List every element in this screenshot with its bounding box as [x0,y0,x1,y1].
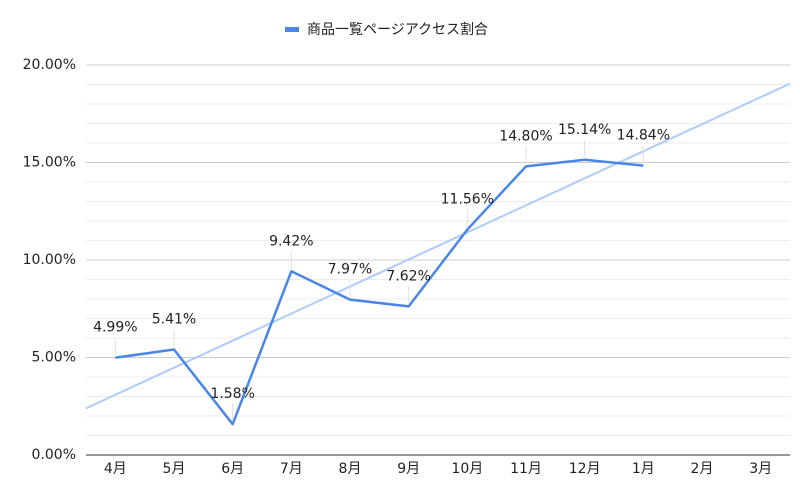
legend-swatch [285,27,299,32]
trendline [85,82,791,410]
x-tick-label: 8月 [339,461,362,477]
y-tick-label: 5.00% [32,350,76,366]
x-tick-label: 1月 [632,461,655,477]
data-label: 4.99% [93,320,137,336]
series-line [115,158,644,426]
data-label: 5.41% [152,312,196,328]
x-tick-label: 5月 [163,461,186,477]
data-label: 14.80% [499,128,552,144]
data-label: 7.62% [386,268,430,284]
x-tick-label: 10月 [451,461,483,477]
y-tick-label: 20.00% [23,57,76,73]
y-tick-label: 15.00% [23,155,76,171]
data-label: 14.84% [617,128,670,144]
x-tick-label: 4月 [104,461,127,477]
x-tick-label: 9月 [397,461,420,477]
y-tick-label: 0.00% [32,447,76,463]
data-label: 9.42% [269,233,313,249]
data-label: 1.58% [210,386,254,402]
x-tick-label: 7月 [280,461,303,477]
x-tick-label: 12月 [569,461,601,477]
y-tick-label: 10.00% [23,252,76,268]
legend-label: 商品一覧ページアクセス割合 [307,21,488,38]
data-label: 7.97% [328,262,372,278]
x-tick-label: 2月 [691,461,714,477]
x-tick-label: 11月 [510,461,542,477]
x-tick-label: 6月 [221,461,244,477]
data-label: 15.14% [558,122,611,138]
x-tick-label: 3月 [749,461,772,477]
data-label: 11.56% [441,192,494,208]
